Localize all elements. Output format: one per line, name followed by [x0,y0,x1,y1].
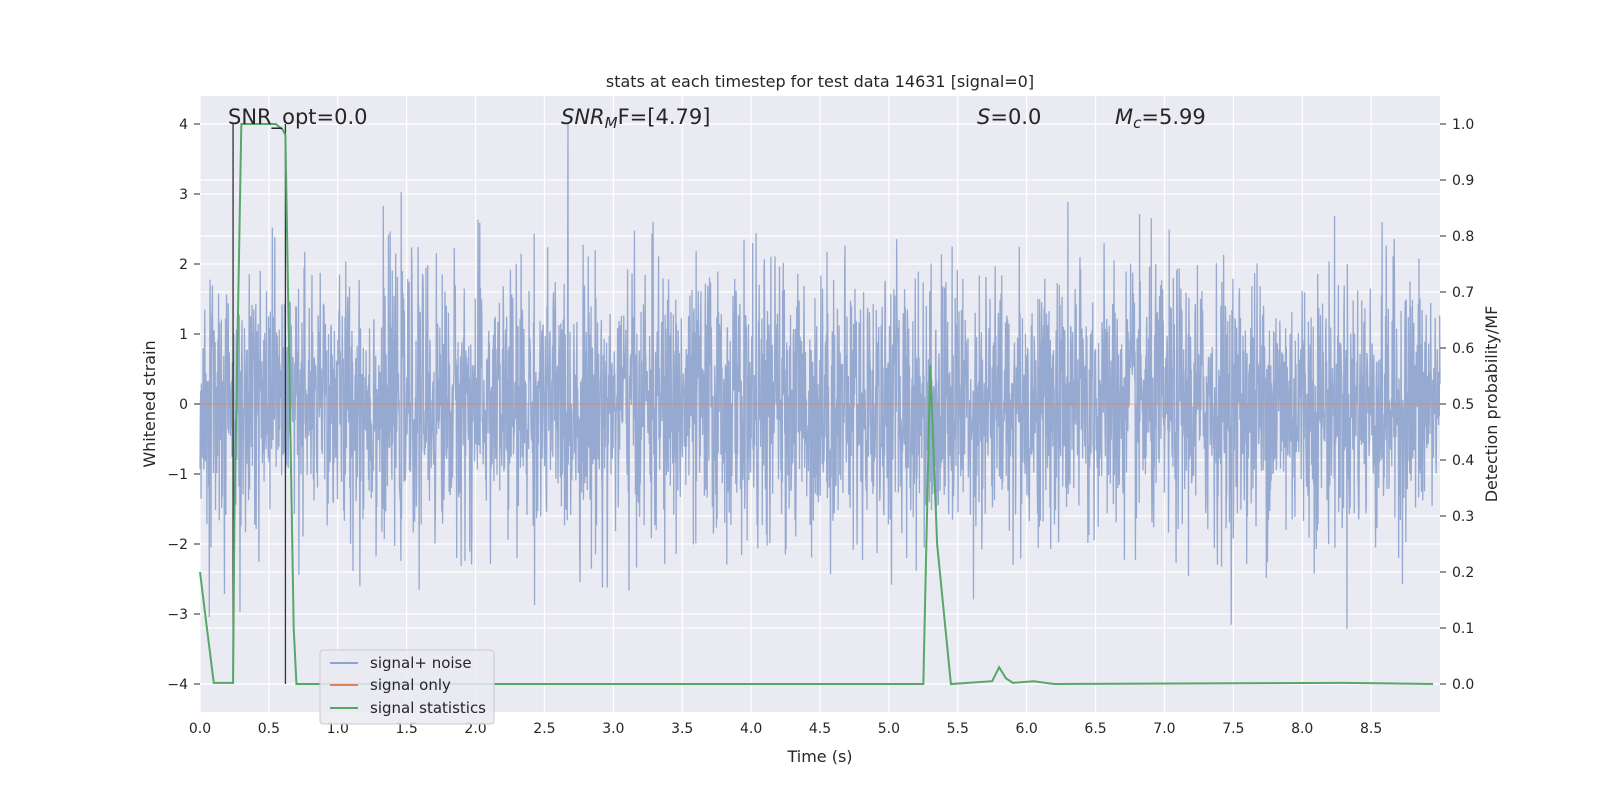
annotation-mc: Mc=5.99 [1115,105,1206,132]
y-tick-label: 2 [179,257,188,273]
y-ticks: 4 3 2 1 0 −1 −2 −3 −4 [167,117,200,693]
legend-label-signal-only: signal only [370,676,451,694]
x-axis-label: Time (s) [786,747,852,766]
y2-tick-label: 1.0 [1452,117,1474,133]
x-tick-label: 7.5 [1222,721,1244,737]
statistics-series [199,123,1434,686]
annotation-s: S=0.0 [977,105,1041,129]
x-tick-label: 4.0 [740,721,762,737]
annotation-mc-sub: c [1133,114,1142,132]
y2-tick-label: 0.6 [1452,341,1474,357]
x-tick-label: 5.5 [947,721,969,737]
x-tick-label: 8.5 [1360,721,1382,737]
annotation-snr-opt: SNR_opt=0.0 [228,105,368,130]
annotation-snr-mf-sub: M [605,114,618,132]
y-tick-label: −2 [167,537,188,553]
y2-tick-label: 0.2 [1452,565,1474,581]
y-tick-label: −4 [167,677,188,693]
x-tick-label: 1.0 [327,721,349,737]
x-ticks: 0.0 0.5 1.0 1.5 2.0 2.5 3.0 3.5 4.0 4.5 5.0 5.5 6.0 6… [189,721,1382,737]
legend: signal+ noise signal only signal statist… [319,649,495,725]
x-tick-label: 0.0 [189,721,211,737]
legend-label-statistics: signal statistics [370,699,486,717]
x-tick-label: 3.0 [602,721,624,737]
chart-title: stats at each timestep for test data 146… [606,72,1034,91]
y-axis-label: Whitened strain [140,340,159,467]
x-tick-label: 7.0 [1153,721,1175,737]
legend-box [319,649,495,725]
y-tick-label: 0 [179,397,188,413]
annotation-mc-value: =5.99 [1141,105,1205,129]
x-tick-label: 3.5 [671,721,693,737]
x-tick-label: 1.5 [396,721,418,737]
annotation-mc-base: M [1115,105,1133,129]
y2-axis-label: Detection probability/MF [1482,306,1501,503]
y2-tick-label: 0.7 [1452,285,1474,301]
statistics-line [199,123,1434,686]
y-tick-label: 3 [179,187,188,203]
y2-tick-label: 0.4 [1452,453,1474,469]
annotation-s-value: =0.0 [990,105,1041,129]
y2-tick-label: 0.1 [1452,621,1474,637]
y2-tick-label: 0.8 [1452,229,1474,245]
x-tick-label: 0.5 [258,721,280,737]
y2-tick-label: 0.9 [1452,173,1474,189]
x-tick-label: 6.5 [1084,721,1106,737]
annotation-snr-mf-rest: F=[4.79] [618,105,711,129]
annotation-snr-mf: SNRMF=[4.79] [561,105,710,132]
y2-tick-label: 0.0 [1452,677,1474,693]
y-tick-label: −1 [167,467,188,483]
annotation-snr-mf-base: SNR [561,105,605,129]
x-tick-label: 5.0 [878,721,900,737]
y-tick-label: 1 [179,327,188,343]
noise-series [199,123,1441,629]
legend-label-noise: signal+ noise [370,654,472,672]
y2-ticks: 1.0 0.9 0.8 0.7 0.6 0.5 0.4 0.3 0.2 0.1 0.0 [1440,117,1474,693]
x-tick-label: 2.0 [464,721,486,737]
noise-line [199,123,1441,629]
y-tick-label: −3 [167,607,188,623]
x-tick-label: 8.0 [1291,721,1313,737]
annotation-s-label: S [977,105,990,129]
x-tick-label: 4.5 [809,721,831,737]
y2-tick-label: 0.5 [1452,397,1474,413]
y-tick-label: 4 [179,117,188,133]
x-tick-label: 6.0 [1016,721,1038,737]
x-tick-label: 2.5 [533,721,555,737]
y2-tick-label: 0.3 [1452,509,1474,525]
